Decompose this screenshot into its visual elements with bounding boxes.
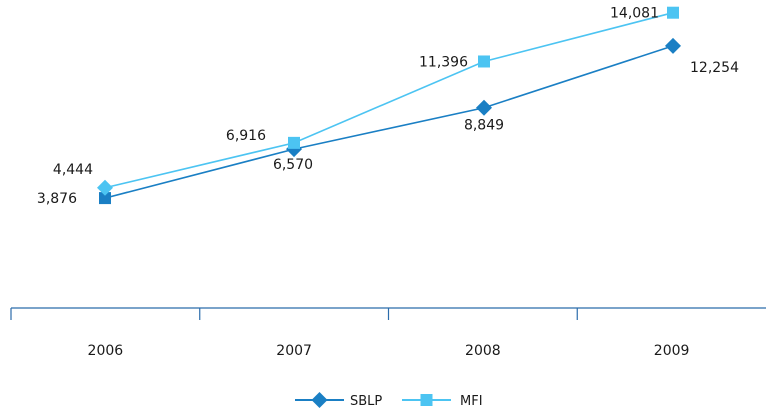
legend: SBLP MFI xyxy=(295,392,483,409)
data-label-mfi: 14,081 xyxy=(610,6,659,22)
series-line-sblp xyxy=(104,45,674,199)
series-markers xyxy=(97,6,681,205)
series-line-mfi xyxy=(104,11,674,189)
legend-label: MFI xyxy=(460,394,483,409)
marker-sblp xyxy=(476,99,492,116)
data-labels: 3,876 6,570 8,849 12,254 4,444 6,916 11,396 14,… xyxy=(37,6,739,207)
marker-mfi xyxy=(288,136,300,149)
legend-item-sblp: SBLP xyxy=(295,392,382,409)
data-label-sblp: 12,254 xyxy=(690,60,739,76)
x-tick-label: 2007 xyxy=(276,343,312,359)
legend-item-mfi: MFI xyxy=(402,394,483,409)
data-label-sblp: 3,876 xyxy=(37,191,77,207)
marker-mfi xyxy=(97,179,113,196)
marker-mfi xyxy=(667,6,679,19)
x-axis: 2006 2007 2008 2009 xyxy=(10,307,766,359)
data-label-mfi: 6,916 xyxy=(226,128,266,144)
legend-marker xyxy=(420,394,433,406)
data-label-mfi: 4,444 xyxy=(53,162,93,178)
x-tick-label: 2006 xyxy=(88,343,124,359)
marker-mfi xyxy=(478,55,490,68)
data-label-mfi: 11,396 xyxy=(419,54,468,70)
legend-label: SBLP xyxy=(350,394,382,409)
marker-sblp xyxy=(665,37,681,54)
x-tick-label: 2009 xyxy=(654,343,690,359)
marker-sblp xyxy=(99,192,111,205)
x-tick-label: 2008 xyxy=(465,343,501,359)
data-label-sblp: 8,849 xyxy=(464,118,504,134)
legend-marker xyxy=(311,392,328,408)
data-label-sblp: 6,570 xyxy=(273,157,313,173)
series-lines xyxy=(104,11,674,199)
